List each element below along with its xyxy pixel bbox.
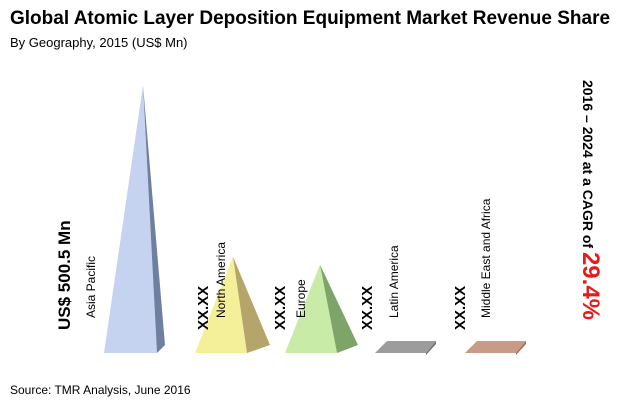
chart-title: Global Atomic Layer Deposition Equipment…	[10, 8, 611, 29]
category-label-latin-america: Latin America	[387, 245, 401, 318]
value-label-latin-america: XX.XX	[359, 286, 376, 330]
bar-middle-east-africa-side	[516, 341, 526, 355]
bar-latin-america-side	[426, 341, 436, 355]
category-label-asia-pacific: Asia Pacific	[84, 256, 98, 318]
bar-latin-america-top	[375, 341, 436, 353]
bars-group	[104, 85, 526, 355]
cagr-callout: 2016 – 2024 at a CAGR of 29.4%	[577, 80, 604, 320]
bar-middle-east-africa-top	[465, 341, 526, 353]
value-label-north-america: XX.XX	[195, 286, 212, 330]
cagr-prefix: 2016 – 2024 at a CAGR of	[580, 80, 596, 252]
cagr-value: 29.4%	[577, 252, 604, 320]
bar-europe-front	[285, 264, 337, 353]
category-label-europe: Europe	[294, 279, 308, 318]
category-label-middle-east-africa: Middle East and Africa	[479, 198, 493, 318]
labels-group: US$ 500.5 Mn Asia Pacific XX.XX North Ameri…	[55, 198, 493, 330]
value-label-asia-pacific: US$ 500.5 Mn	[55, 220, 74, 330]
value-label-middle-east-africa: XX.XX	[452, 286, 469, 330]
bar-asia-pacific-side	[143, 85, 165, 353]
bar-europe-side	[320, 264, 358, 353]
category-label-north-america: North America	[214, 242, 228, 318]
source-note: Source: TMR Analysis, June 2016	[10, 383, 191, 397]
chart-subtitle: By Geography, 2015 (US$ Mn)	[10, 35, 188, 50]
value-label-europe: XX.XX	[272, 286, 289, 330]
bar-asia-pacific-front	[104, 85, 157, 353]
bar-north-america-side	[233, 256, 270, 353]
bar-north-america-front	[195, 256, 247, 353]
